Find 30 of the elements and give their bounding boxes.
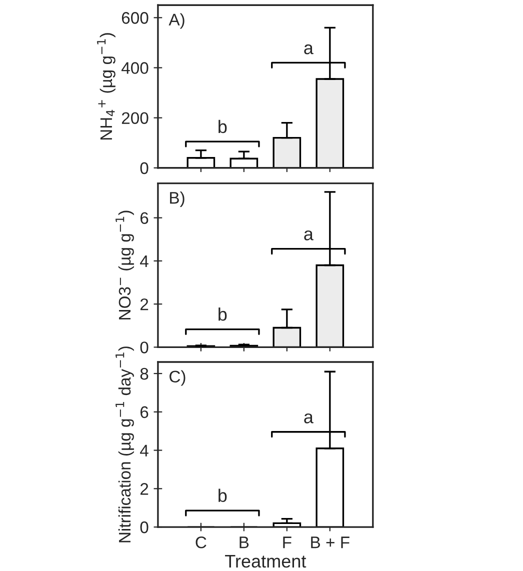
annotation: b [218, 308, 227, 321]
x-axis-title: Treatment [225, 555, 306, 568]
x-tick-label: B [240, 536, 249, 548]
y-tick-label: 200 [122, 112, 148, 124]
x-tick-label: B + F [311, 536, 350, 548]
annotation: C) [170, 370, 186, 386]
y-tick-label: 400 [121, 62, 148, 74]
y-tick-label: 0 [140, 521, 148, 534]
y-tick-label: 6 [140, 212, 148, 224]
y-axis-title: Nitrification (µg g$^{−1}$ day$^{−1}$) [116, 346, 134, 542]
y-tick-label: 0 [140, 162, 148, 174]
y-tick-label: 2 [140, 298, 148, 310]
annotation: A) [168, 13, 184, 29]
annotation: a [304, 230, 314, 240]
y-axis-title: NH$_{4}$$^{+}$ (µg g$^{−1}$) [97, 33, 116, 140]
annotation: b [218, 120, 227, 134]
y-tick-label: 600 [122, 12, 148, 24]
y-tick-label: 2 [140, 483, 148, 495]
annotation: B) [170, 191, 184, 208]
y-tick-label: 8 [140, 368, 148, 380]
y-tick-label: 4 [140, 444, 148, 456]
annotation: a [304, 413, 314, 424]
x-tick-label: F [283, 536, 292, 548]
y-tick-label: 4 [140, 255, 148, 267]
annotation: a [304, 44, 314, 54]
y-tick-label: 0 [140, 342, 148, 354]
annotation: b [218, 488, 227, 502]
x-tick-label: C [196, 536, 206, 548]
y-tick-label: 6 [140, 406, 148, 418]
y-axis-title: NO3$^{−}$ (µg g$^{−1}$) [116, 210, 134, 320]
